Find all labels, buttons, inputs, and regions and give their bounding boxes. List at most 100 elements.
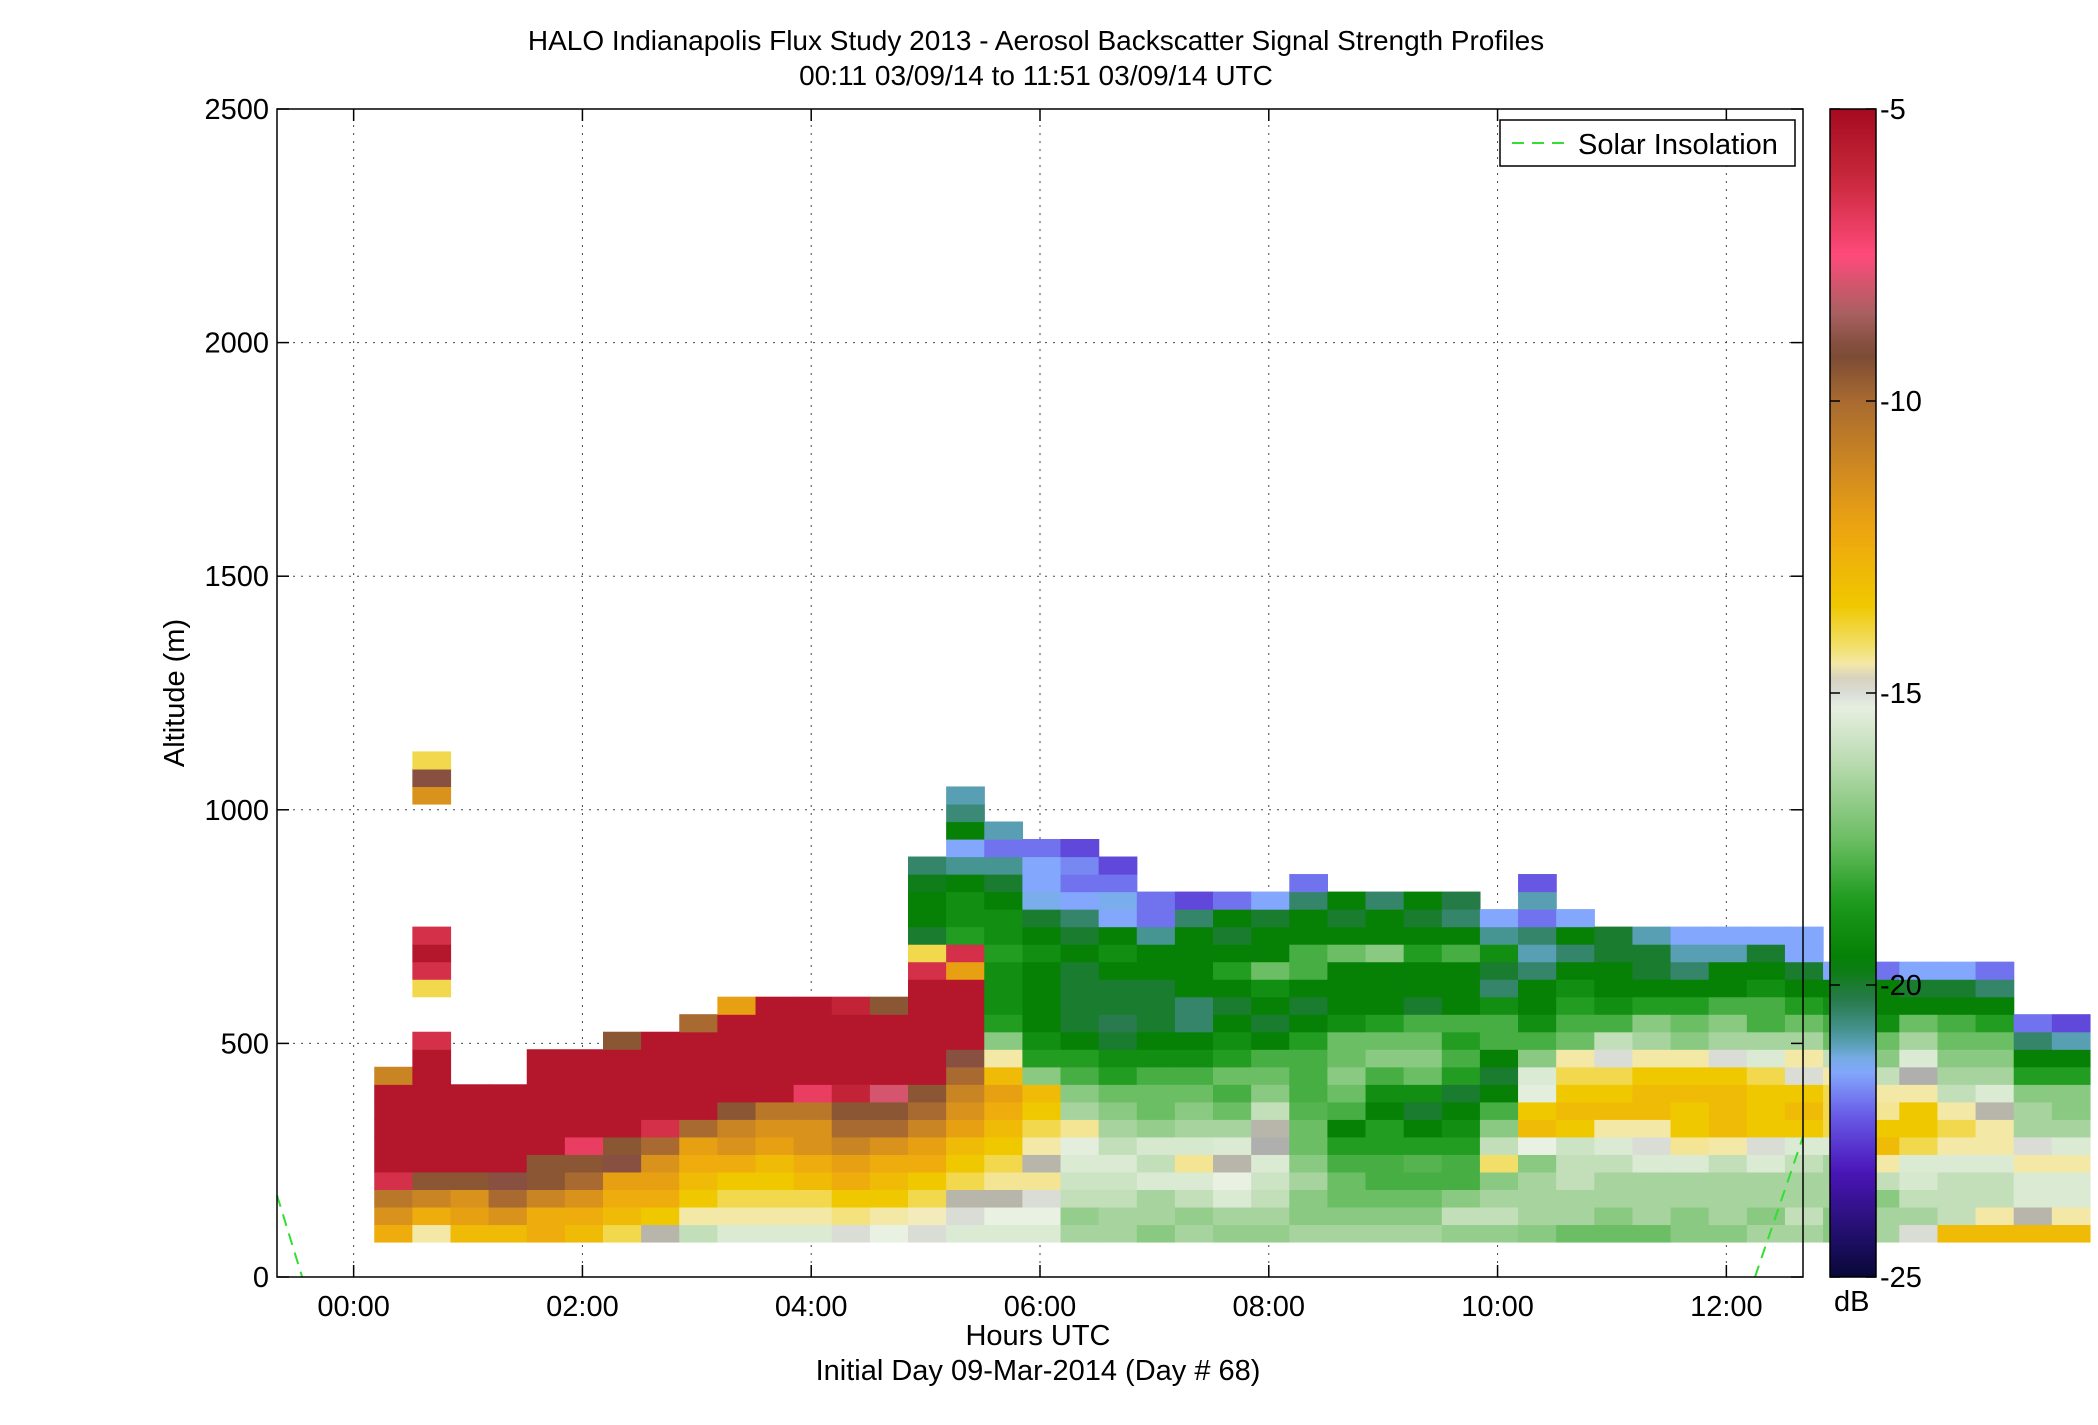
heatmap-cell xyxy=(1937,1031,1977,1050)
heatmap-cell xyxy=(869,1101,909,1120)
heatmap-cell xyxy=(1632,961,1672,980)
heatmap-cell xyxy=(2051,1189,2091,1208)
heatmap-cell xyxy=(1060,1154,1100,1173)
heatmap-cell xyxy=(717,1171,757,1190)
y-axis-label: Altitude (m) xyxy=(159,619,191,767)
heatmap-cell xyxy=(526,1136,566,1155)
heatmap-cell xyxy=(1251,944,1290,963)
heatmap-cell xyxy=(1937,1049,1977,1068)
heatmap-cell xyxy=(1213,1136,1252,1155)
heatmap-cell xyxy=(1403,1189,1443,1208)
heatmap-cell xyxy=(869,1136,909,1155)
heatmap-cell xyxy=(1556,996,1595,1015)
heatmap-cell xyxy=(1784,1066,1824,1085)
heatmap-cell xyxy=(946,1049,985,1068)
heatmap-cell xyxy=(1708,1066,1748,1085)
heatmap-cell xyxy=(1022,1101,1062,1120)
heatmap-cell xyxy=(1441,996,1481,1015)
heatmap-cell xyxy=(412,926,452,945)
heatmap-cell xyxy=(602,1206,642,1226)
heatmap-cell xyxy=(717,1206,757,1226)
heatmap-cell xyxy=(1289,1101,1329,1120)
heatmap-cell xyxy=(602,1066,642,1085)
heatmap-cell xyxy=(1556,961,1595,980)
heatmap-cell xyxy=(908,1206,947,1226)
heatmap-cell xyxy=(1327,1031,1367,1050)
heatmap-cell xyxy=(1937,1154,1977,1173)
heatmap-cell xyxy=(1251,1066,1290,1085)
heatmap-cell xyxy=(412,1031,452,1050)
heatmap-cell xyxy=(1060,1189,1100,1208)
heatmap-cell xyxy=(412,1206,452,1226)
heatmap-cell xyxy=(1327,1189,1367,1208)
heatmap-cell xyxy=(1098,961,1138,980)
heatmap-cell xyxy=(1136,1224,1176,1243)
heatmap-cell xyxy=(1594,996,1634,1015)
heatmap-cell xyxy=(1022,979,1062,998)
heatmap-cell xyxy=(1670,1154,1710,1173)
heatmap-cell xyxy=(1899,1101,1939,1120)
heatmap-cell xyxy=(908,1119,947,1138)
heatmap-cell xyxy=(1022,1119,1062,1138)
colorbar-tick-label: -5 xyxy=(1880,94,1906,126)
heatmap-cell xyxy=(869,1206,909,1226)
heatmap-cell xyxy=(1975,1014,2015,1033)
heatmap-cell xyxy=(946,786,985,805)
heatmap-cell xyxy=(1174,891,1214,910)
heatmap-cell xyxy=(831,1119,871,1138)
heatmap-cell xyxy=(1327,1154,1367,1173)
heatmap-cell xyxy=(1403,909,1443,928)
heatmap-cell xyxy=(412,1154,452,1173)
heatmap-cell xyxy=(2051,1136,2091,1155)
grid-lines xyxy=(277,109,1803,1277)
heatmap-cell xyxy=(869,1171,909,1190)
heatmap-cell xyxy=(2051,1224,2091,1243)
heatmap-cell xyxy=(1975,979,2015,998)
heatmap-cell xyxy=(1098,1119,1138,1138)
heatmap-cells xyxy=(374,751,2091,1243)
heatmap-cell xyxy=(1479,961,1519,980)
heatmap-cell xyxy=(1899,996,1939,1015)
heatmap-cell xyxy=(1060,961,1100,980)
heatmap-cell xyxy=(755,1154,795,1173)
heatmap-cell xyxy=(1594,1189,1634,1208)
heatmap-cell xyxy=(1365,926,1405,945)
x-axis-label: Hours UTC xyxy=(965,1320,1110,1352)
heatmap-cell xyxy=(1365,1136,1405,1155)
heatmap-cell xyxy=(1022,996,1062,1015)
colorbar-tick-label: -25 xyxy=(1880,1262,1922,1294)
heatmap-cell xyxy=(1518,1224,1557,1243)
heatmap-cell xyxy=(984,909,1023,928)
heatmap-cell xyxy=(1365,1206,1405,1226)
heatmap-cell xyxy=(1518,891,1557,910)
heatmap-cell xyxy=(793,1224,833,1243)
heatmap-cell xyxy=(1365,909,1405,928)
heatmap-cell xyxy=(984,1014,1023,1033)
heatmap-cell xyxy=(412,1189,452,1208)
heatmap-cell xyxy=(1327,1224,1367,1243)
heatmap-cell xyxy=(1136,1049,1176,1068)
heatmap-cell xyxy=(1975,1066,2015,1085)
heatmap-cell xyxy=(1556,1154,1595,1173)
heatmap-cell xyxy=(908,1049,947,1068)
heatmap-cell xyxy=(2051,1049,2091,1068)
heatmap-cell xyxy=(679,1014,718,1033)
heatmap-cell xyxy=(1289,1206,1329,1226)
heatmap-cell xyxy=(1708,926,1748,945)
heatmap-cell xyxy=(1174,979,1214,998)
heatmap-cell xyxy=(679,1224,718,1243)
heatmap-cell xyxy=(1937,1066,1977,1085)
heatmap-cell xyxy=(2051,1119,2091,1138)
y-tick-label: 1000 xyxy=(204,795,269,827)
heatmap-cell xyxy=(1022,1224,1062,1243)
heatmap-cell xyxy=(1479,1014,1519,1033)
heatmap-cell xyxy=(984,891,1023,910)
heatmap-cell xyxy=(1937,1171,1977,1190)
heatmap-cell xyxy=(1594,1031,1634,1050)
heatmap-cell xyxy=(984,1154,1023,1173)
heatmap-cell xyxy=(869,996,909,1015)
heatmap-cell xyxy=(564,1101,604,1120)
heatmap-cell xyxy=(1899,1014,1939,1033)
heatmap-cell xyxy=(869,1189,909,1208)
